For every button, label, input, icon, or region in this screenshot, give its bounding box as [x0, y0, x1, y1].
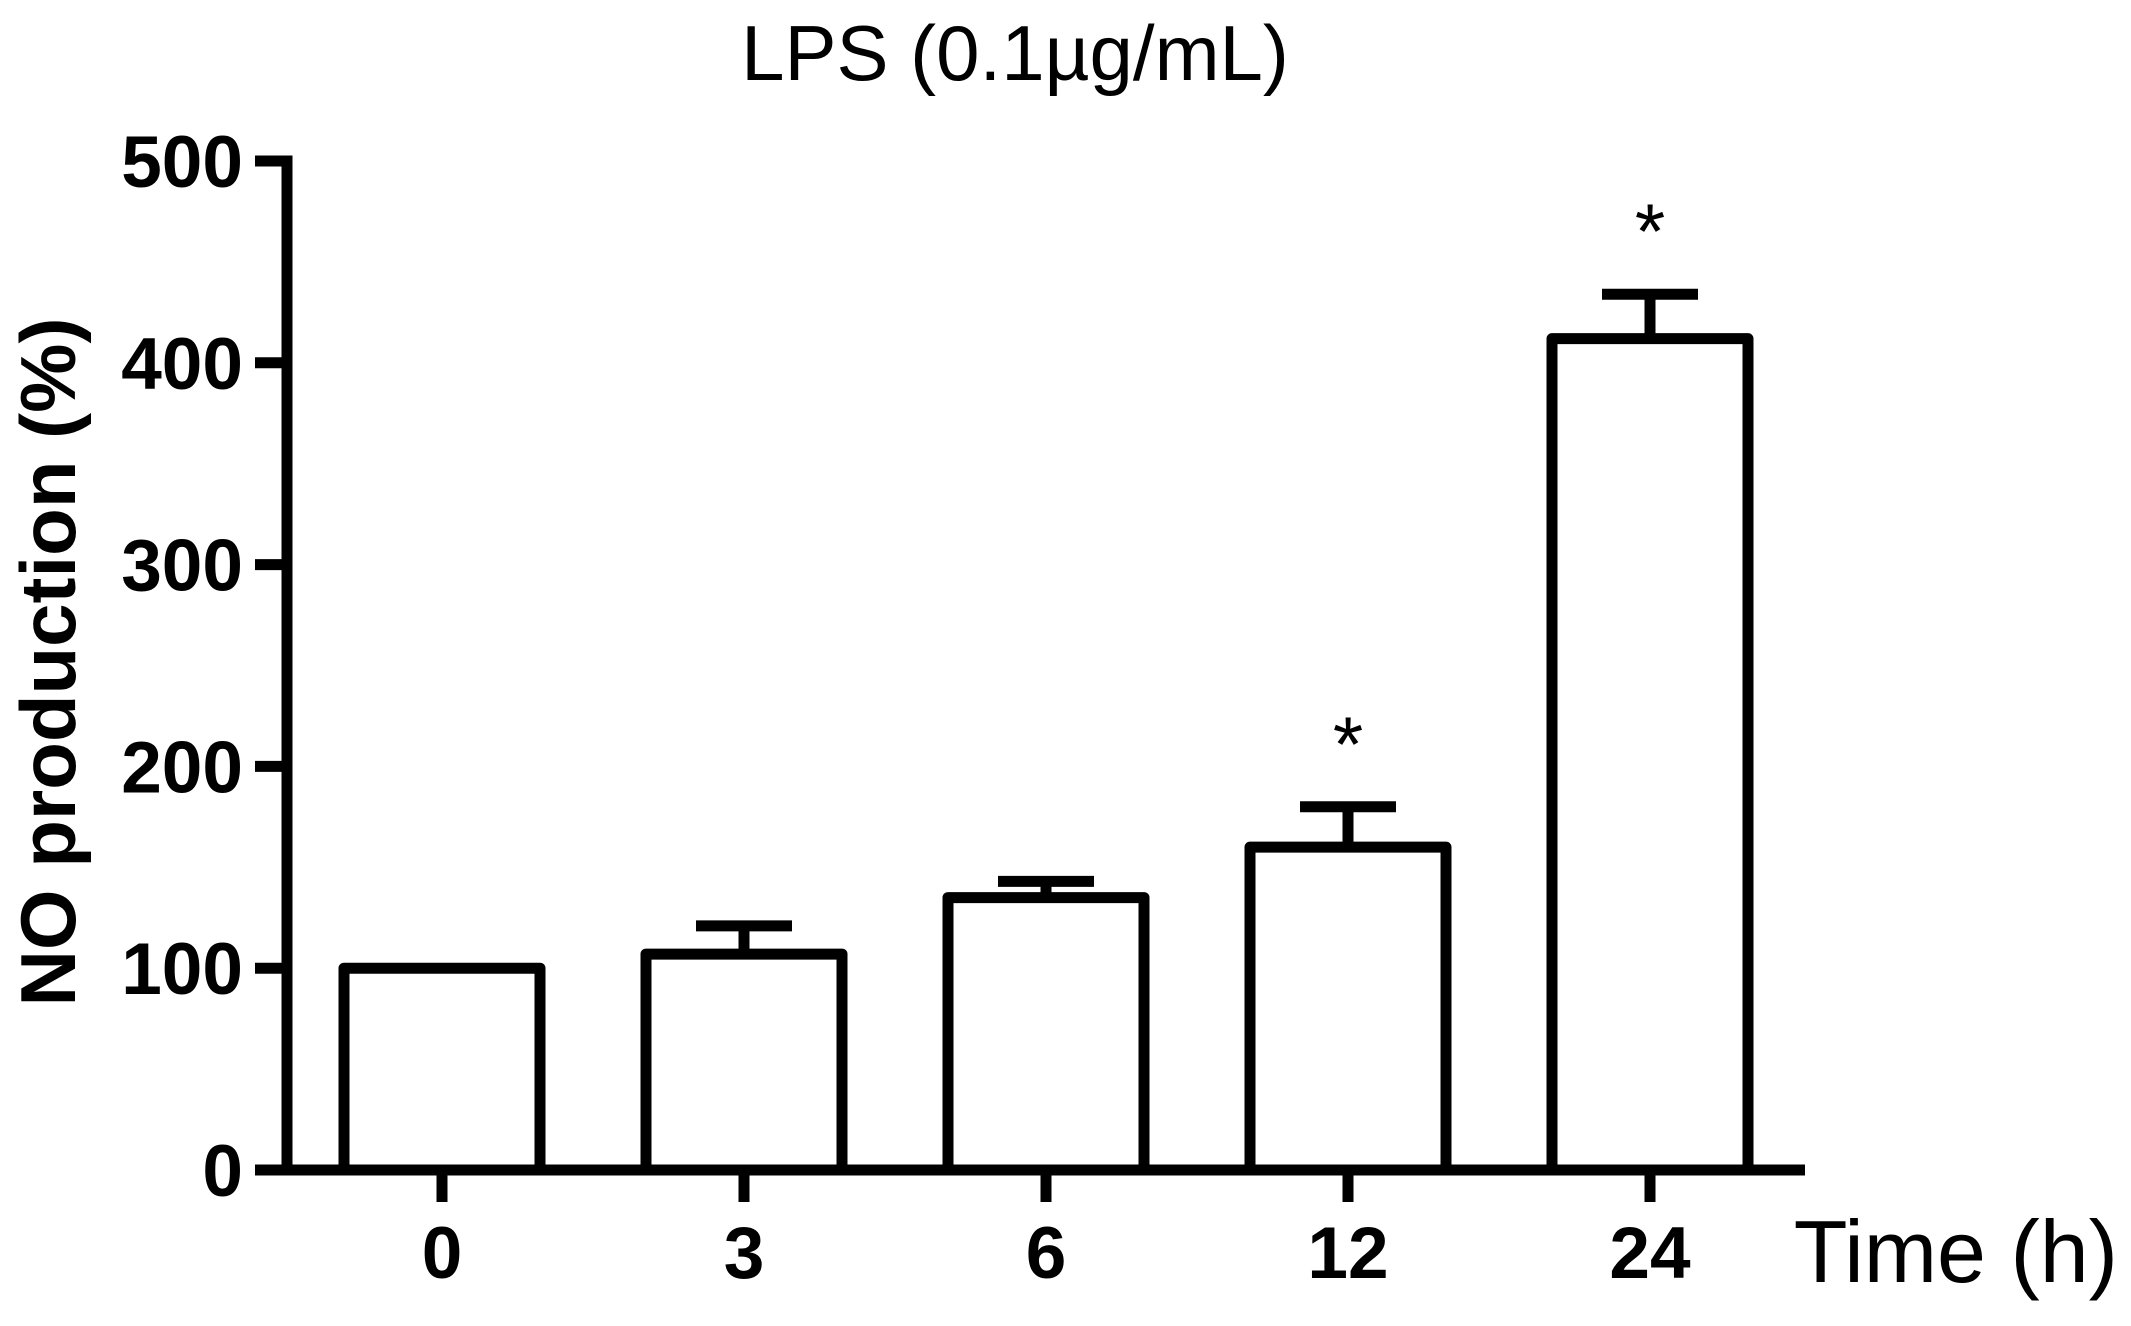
bar-12 — [1244, 841, 1452, 1176]
y-axis: 0 100 200 300 400 500 — [121, 122, 293, 1212]
y-tick-label: 200 — [121, 727, 243, 808]
y-tick-label: 500 — [121, 122, 243, 203]
x-tick-label: 6 — [1026, 1213, 1067, 1294]
significance-annotations: ** — [1333, 187, 1665, 788]
x-axis-label: Time (h) — [1794, 1202, 2118, 1301]
bar-24 — [1546, 333, 1754, 1176]
chart-title: LPS (0.1µg/mL) — [741, 9, 1289, 97]
x-tick-label: 24 — [1609, 1213, 1691, 1294]
x-tick-label: 3 — [724, 1213, 765, 1294]
bar-3 — [640, 948, 848, 1176]
y-axis-label: NO production (%) — [4, 318, 92, 1007]
bar-series — [338, 333, 1754, 1176]
bar-6 — [942, 892, 1150, 1176]
y-tick-label: 100 — [121, 929, 243, 1010]
significance-marker: * — [1635, 187, 1665, 275]
x-tick-label: 0 — [422, 1213, 463, 1294]
y-tick-label: 0 — [202, 1131, 243, 1212]
x-axis: 0 3 6 12 24 — [281, 1164, 1805, 1294]
error-bar-group — [696, 288, 1698, 955]
y-tick-label: 400 — [121, 324, 243, 405]
x-tick-label: 12 — [1307, 1213, 1388, 1294]
y-tick-label: 300 — [121, 526, 243, 607]
bar-0 — [338, 962, 546, 1176]
significance-marker: * — [1333, 700, 1363, 788]
